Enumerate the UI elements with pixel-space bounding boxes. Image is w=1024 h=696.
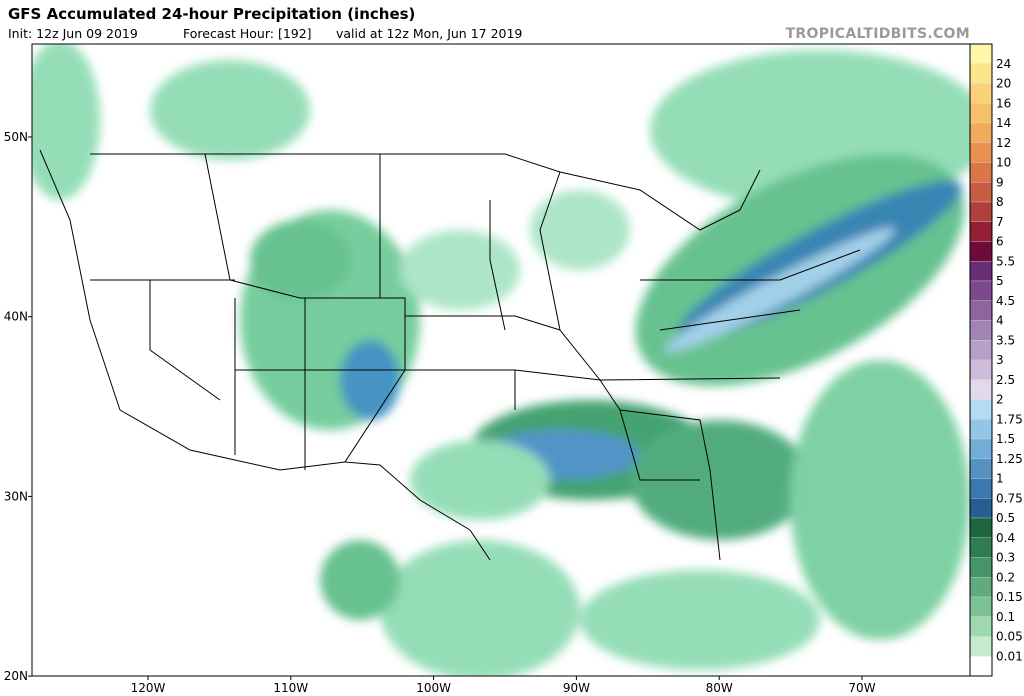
- colorbar-label: 1.5: [996, 432, 1015, 446]
- colorbar-label: 0.3: [996, 551, 1015, 565]
- colorbar-swatch: [969, 458, 993, 479]
- colorbar-swatch: [969, 656, 993, 677]
- latitude-label: 30N: [4, 489, 28, 503]
- colorbar-label: 14: [996, 116, 1011, 130]
- longitude-label: 70W: [848, 681, 875, 695]
- colorbar-label: 5.5: [996, 254, 1015, 268]
- colorbar-label: 10: [996, 156, 1011, 170]
- colorbar-label: 4.5: [996, 294, 1015, 308]
- colorbar-swatch: [969, 517, 993, 538]
- colorbar-swatch: [969, 557, 993, 578]
- colorbar-swatch: [969, 419, 993, 440]
- colorbar-label: 0.01: [996, 649, 1023, 663]
- site-name: TROPICALTIDBITS.COM: [786, 26, 970, 42]
- colorbar-swatch: [969, 320, 993, 341]
- latitude-label: 20N: [4, 669, 28, 683]
- colorbar-swatch: [969, 577, 993, 598]
- colorbar-label: 1: [996, 472, 1004, 486]
- colorbar-swatch: [969, 221, 993, 242]
- colorbar-swatch: [969, 43, 993, 64]
- colorbar-swatch: [969, 182, 993, 203]
- colorbar-label: 2: [996, 393, 1004, 407]
- colorbar-swatch: [969, 438, 993, 459]
- longitude-label: 80W: [706, 681, 733, 695]
- colorbar-swatch: [969, 103, 993, 124]
- colorbar-label: 12: [996, 136, 1011, 150]
- colorbar-label: 6: [996, 235, 1004, 249]
- colorbar-label: 24: [996, 57, 1011, 71]
- colorbar-label: 1.25: [996, 452, 1023, 466]
- colorbar-label: 0.1: [996, 610, 1015, 624]
- colorbar-swatch: [969, 596, 993, 617]
- colorbar-label: 0.75: [996, 491, 1023, 505]
- colorbar-swatch: [969, 241, 993, 262]
- colorbar-label: 5: [996, 274, 1004, 288]
- colorbar-swatch: [969, 280, 993, 301]
- colorbar-swatch: [969, 478, 993, 499]
- latitude-label: 50N: [4, 130, 28, 144]
- colorbar-label: 7: [996, 215, 1004, 229]
- colorbar-swatch: [969, 340, 993, 361]
- colorbar-label: 0.15: [996, 590, 1023, 604]
- colorbar-swatch: [969, 359, 993, 380]
- colorbar-label: 3.5: [996, 333, 1015, 347]
- colorbar-swatch: [969, 498, 993, 519]
- colorbar-label: 16: [996, 96, 1011, 110]
- colorbar-label: 0.05: [996, 630, 1023, 644]
- colorbar-swatch: [969, 63, 993, 84]
- colorbar-label: 9: [996, 175, 1004, 189]
- longitude-label: 120W: [131, 681, 166, 695]
- latitude-label: 40N: [4, 310, 28, 324]
- colorbar: 24 20 16 14 12 10 9 8 7 6 5.5 5 4.5 4 3.5 3 2.5 2 1.75 1.5 1…: [969, 43, 1023, 677]
- map: [32, 44, 970, 676]
- colorbar-swatch: [969, 122, 993, 143]
- colorbar-swatch: [969, 201, 993, 222]
- colorbar-label: 0.2: [996, 570, 1015, 584]
- longitude-label: 100W: [416, 681, 451, 695]
- title: GFS Accumulated 24-hour Precipitation (i…: [8, 5, 415, 23]
- colorbar-swatch: [969, 300, 993, 321]
- init-time: Init: 12z Jun 09 2019: [8, 26, 138, 41]
- colorbar-swatch: [969, 636, 993, 657]
- colorbar-swatch: [969, 537, 993, 558]
- forecast-hour: Forecast Hour: [192]: [183, 26, 312, 41]
- colorbar-label: 0.4: [996, 531, 1015, 545]
- colorbar-swatch: [969, 83, 993, 104]
- longitude-label: 90W: [563, 681, 590, 695]
- colorbar-swatch: [969, 162, 993, 183]
- colorbar-label: 0.5: [996, 511, 1015, 525]
- colorbar-label: 1.75: [996, 412, 1023, 426]
- valid-time: valid at 12z Mon, Jun 17 2019: [336, 26, 522, 41]
- colorbar-frame: [969, 43, 993, 677]
- longitude-label: 110W: [273, 681, 308, 695]
- colorbar-label: 4: [996, 314, 1004, 328]
- colorbar-swatch: [969, 379, 993, 400]
- colorbar-swatch: [969, 142, 993, 163]
- colorbar-swatch: [969, 399, 993, 420]
- colorbar-label: 2.5: [996, 373, 1015, 387]
- colorbar-swatch: [969, 261, 993, 282]
- colorbar-label: 20: [996, 77, 1011, 91]
- colorbar-label: 8: [996, 195, 1004, 209]
- colorbar-label: 3: [996, 353, 1004, 367]
- colorbar-swatch: [969, 616, 993, 637]
